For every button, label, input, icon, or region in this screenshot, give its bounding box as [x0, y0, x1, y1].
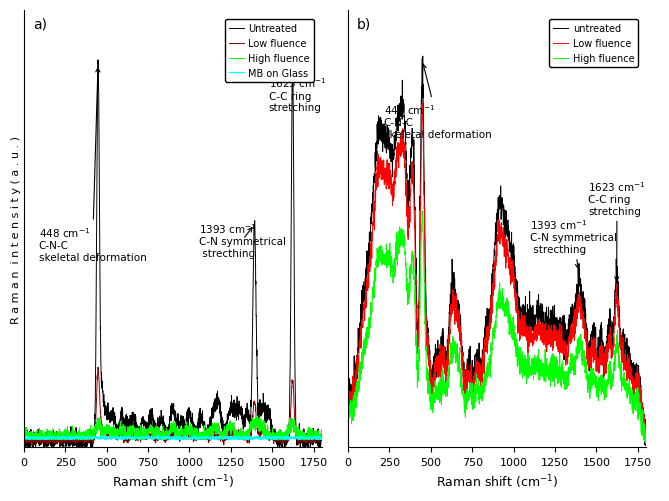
Low fluence [157, 434, 165, 440]
High fluence [157, 431, 165, 437]
High fluence [489, 325, 497, 331]
High fluence [20, 436, 28, 442]
Low fluence [318, 434, 326, 440]
Untreated [288, 54, 296, 60]
Low fluence [255, 428, 263, 434]
Low fluence [309, 434, 317, 440]
Untreated [35, 435, 43, 441]
Text: a): a) [33, 18, 47, 32]
High fluence [255, 419, 263, 425]
High fluence [634, 397, 642, 403]
High fluence [344, 411, 352, 417]
High fluence [165, 436, 173, 442]
High fluence [35, 428, 43, 434]
Line: Untreated: Untreated [24, 57, 322, 453]
High fluence [318, 427, 326, 433]
High fluence [634, 397, 642, 403]
Low fluence [642, 434, 650, 440]
Untreated [310, 434, 318, 440]
Low fluence [579, 309, 587, 315]
untreated [344, 391, 352, 397]
Low fluence [642, 441, 650, 447]
Line: Low fluence: Low fluence [348, 104, 646, 444]
untreated [634, 366, 642, 372]
Untreated [20, 429, 28, 435]
untreated [579, 290, 587, 296]
untreated [642, 421, 650, 427]
High fluence [20, 432, 28, 438]
High fluence [418, 208, 426, 214]
High fluence [642, 440, 650, 446]
Line: MB on Glass: MB on Glass [24, 435, 322, 439]
MB on Glass [309, 434, 317, 440]
Low fluence [310, 436, 318, 442]
Low fluence [94, 364, 102, 370]
Text: 1393 cm$^{-1}$
C-N symmetrical
 strecthing: 1393 cm$^{-1}$ C-N symmetrical strecthin… [530, 217, 617, 269]
Low fluence [359, 305, 367, 311]
Low fluence [481, 335, 489, 341]
Untreated [157, 412, 165, 418]
MB on Glass [154, 432, 162, 438]
Low fluence [634, 388, 642, 394]
untreated [634, 365, 642, 371]
High fluence [481, 373, 489, 379]
High fluence [252, 413, 260, 419]
Y-axis label: R a m a n  i n t e n s i t y ( a . u . ): R a m a n i n t e n s i t y ( a . u . ) [11, 135, 21, 323]
Line: High fluence: High fluence [348, 211, 646, 443]
untreated [419, 54, 427, 60]
Low fluence [344, 390, 352, 396]
Untreated [309, 441, 317, 447]
Text: 1623 cm$^{-1}$
C-C ring
stretching: 1623 cm$^{-1}$ C-C ring stretching [269, 61, 326, 113]
Legend: untreated, Low fluence, High fluence: untreated, Low fluence, High fluence [549, 21, 638, 68]
Low fluence [29, 442, 37, 448]
untreated [489, 263, 497, 269]
MB on Glass [310, 435, 318, 441]
Untreated [318, 437, 326, 443]
untreated [642, 443, 650, 449]
Untreated [77, 450, 85, 456]
High fluence [359, 354, 367, 360]
High fluence [309, 436, 317, 442]
MB on Glass [35, 435, 43, 441]
Low fluence [418, 101, 426, 107]
Text: 448 cm$^{-1}$
C-N-C
skeletal deformation: 448 cm$^{-1}$ C-N-C skeletal deformation [383, 65, 492, 140]
MB on Glass [20, 436, 28, 442]
Line: Low fluence: Low fluence [24, 367, 322, 445]
X-axis label: Raman shift (cm$^{-1}$): Raman shift (cm$^{-1}$) [436, 472, 558, 490]
MB on Glass [318, 434, 326, 440]
Low fluence [35, 435, 43, 441]
Low fluence [489, 293, 497, 299]
Line: untreated: untreated [348, 57, 646, 446]
Low fluence [165, 434, 173, 440]
MB on Glass [255, 436, 263, 442]
High fluence [579, 354, 587, 360]
Text: 448 cm$^{-1}$
C-N-C
skeletal deformation: 448 cm$^{-1}$ C-N-C skeletal deformation [39, 69, 147, 262]
X-axis label: Raman shift (cm$^{-1}$): Raman shift (cm$^{-1}$) [112, 472, 234, 490]
Text: 1393 cm$^{-1}$
C-N symmetrical
 strecthing: 1393 cm$^{-1}$ C-N symmetrical strecthin… [199, 221, 286, 259]
MB on Glass [25, 436, 33, 442]
High fluence [310, 436, 318, 442]
Text: 1623 cm$^{-1}$
C-C ring
stretching: 1623 cm$^{-1}$ C-C ring stretching [588, 179, 646, 282]
untreated [481, 323, 489, 329]
High fluence [642, 432, 650, 438]
Low fluence [20, 436, 28, 442]
Line: High fluence: High fluence [24, 416, 322, 439]
MB on Glass [157, 436, 165, 442]
Low fluence [634, 364, 642, 370]
Legend: Untreated, Low fluence, High fluence, MB on Glass: Untreated, Low fluence, High fluence, MB… [225, 21, 314, 83]
Text: b): b) [357, 18, 371, 32]
untreated [359, 292, 367, 298]
Untreated [255, 419, 263, 425]
Untreated [165, 429, 173, 435]
MB on Glass [165, 434, 173, 440]
